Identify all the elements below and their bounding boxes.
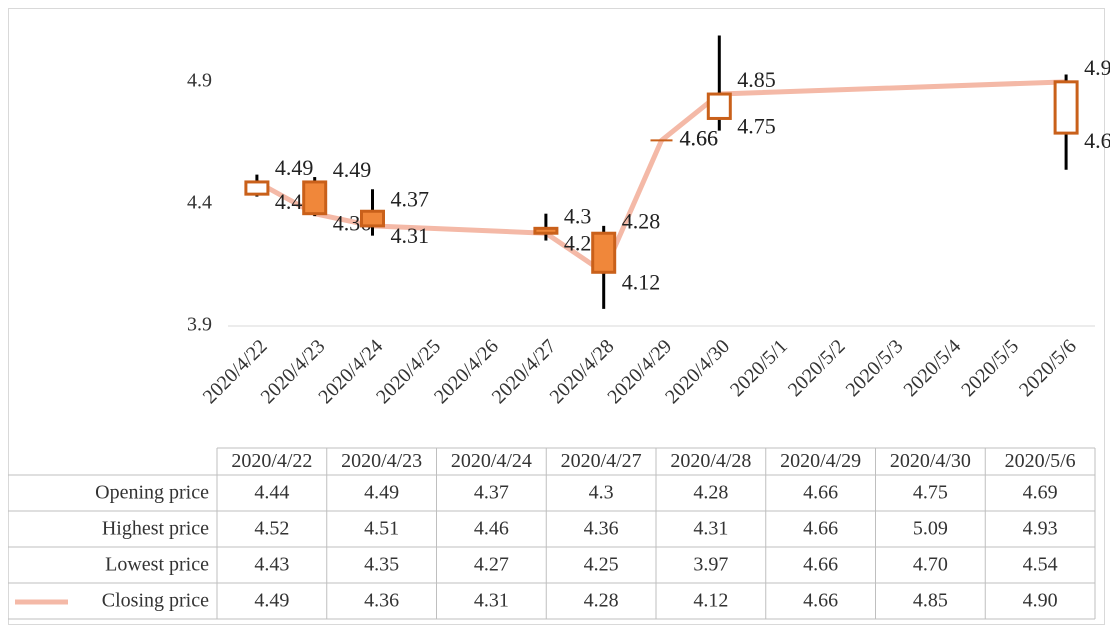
table-cell: 4.90 [1023, 590, 1058, 612]
table-cell: 4.75 [913, 482, 948, 504]
y-tick-label: 4.9 [187, 69, 212, 91]
table-cell: 4.31 [693, 518, 728, 540]
table-header: 2020/4/27 [561, 450, 642, 472]
table-cell: 4.49 [364, 482, 399, 504]
candle-body [1053, 80, 1079, 135]
data-label: 4.85 [737, 67, 776, 92]
table-cell: 4.51 [364, 518, 399, 540]
table-cell: 4.54 [1023, 554, 1058, 576]
table-cell: 4.66 [803, 554, 838, 576]
data-label: 4.90 [1084, 55, 1110, 80]
candle-body [302, 180, 328, 216]
table-cell: 4.31 [474, 590, 509, 612]
table-cell: 4.46 [474, 518, 509, 540]
table-cell: 4.66 [803, 518, 838, 540]
table-cell: 4.12 [693, 590, 728, 612]
table-header: 2020/4/28 [670, 450, 751, 472]
table-cell: 4.44 [254, 482, 289, 504]
table-cell: 4.52 [254, 518, 289, 540]
table-cell: 4.66 [803, 590, 838, 612]
row-label: Closing price [102, 590, 209, 612]
chart-frame [8, 8, 1105, 625]
data-label: 4.75 [737, 114, 776, 139]
table-cell: 4.28 [693, 482, 728, 504]
table-header: 2020/4/23 [341, 450, 422, 472]
data-label: 4.31 [391, 223, 430, 248]
table-cell: 4.3 [589, 482, 614, 504]
table-cell: 4.93 [1023, 518, 1058, 540]
candle-body [360, 209, 385, 228]
data-label: 4.12 [622, 269, 661, 294]
data-label: 4.49 [333, 157, 372, 182]
candle-body [706, 92, 732, 120]
y-tick-label: 4.4 [187, 192, 212, 214]
row-label: Highest price [102, 518, 209, 540]
data-label: 4.37 [391, 186, 430, 211]
table-header: 2020/4/24 [451, 450, 532, 472]
data-label: 4.69 [1084, 128, 1110, 153]
table-header: 2020/5/6 [1005, 450, 1076, 472]
row-label: Lowest price [105, 554, 209, 576]
table-cell: 4.25 [584, 554, 619, 576]
row-label: Opening price [95, 482, 209, 504]
data-label: 4.66 [680, 125, 719, 150]
table-cell: 4.49 [254, 590, 289, 612]
table-cell: 4.66 [803, 482, 838, 504]
table-cell: 5.09 [913, 518, 948, 540]
table-cell: 4.85 [913, 590, 948, 612]
table-cell: 4.28 [584, 590, 619, 612]
table-cell: 4.36 [364, 590, 399, 612]
table-header: 2020/4/22 [231, 450, 312, 472]
table-cell: 4.36 [584, 518, 619, 540]
data-label: 4.66 [680, 125, 719, 150]
candle-body [533, 226, 559, 235]
table-cell: 4.35 [364, 554, 399, 576]
table-cell: 4.27 [474, 554, 509, 576]
y-tick-label: 3.9 [187, 314, 212, 336]
data-label: 4.49 [275, 155, 314, 180]
table-header: 2020/4/29 [780, 450, 861, 472]
table-cell: 4.70 [913, 554, 948, 576]
table-cell: 4.69 [1023, 482, 1058, 504]
data-label: 4.28 [622, 208, 661, 233]
candle-body [591, 231, 617, 274]
table-header: 2020/4/30 [890, 450, 971, 472]
table-cell: 4.43 [254, 554, 289, 576]
table-cell: 3.97 [693, 554, 728, 576]
candle-body [244, 180, 270, 196]
data-label: 4.3 [564, 203, 592, 228]
table-cell: 4.37 [474, 482, 509, 504]
